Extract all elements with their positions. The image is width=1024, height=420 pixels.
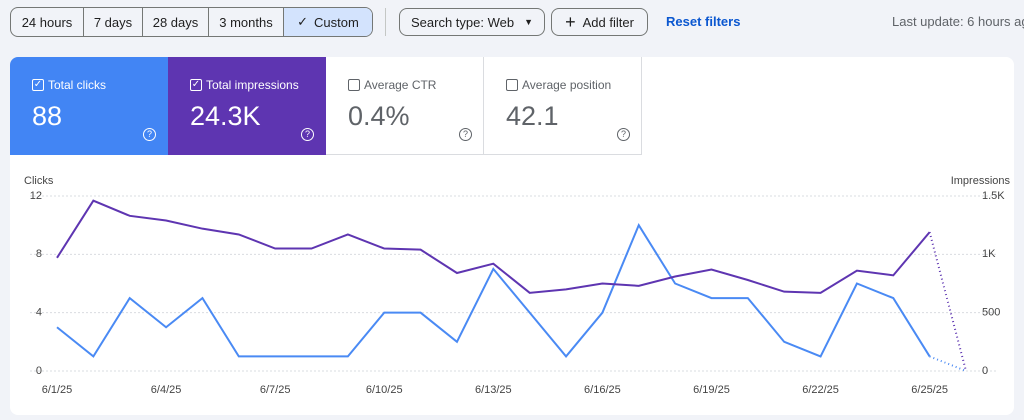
checkbox: ✓ [32, 79, 44, 91]
metric-value: 88 [32, 101, 63, 131]
range-selector: 24 hours 7 days 28 days 3 months ✓ Custom [10, 7, 373, 37]
line-series-partial [929, 355, 967, 372]
checkbox [506, 79, 518, 91]
metric-label: Average position [522, 78, 612, 92]
line-series [56, 222, 931, 358]
metric-card[interactable]: Average CTR 0.4%? [326, 57, 484, 155]
metric-label: Average CTR [364, 78, 437, 92]
help-icon[interactable]: ? [143, 128, 156, 141]
y-tick-label: 0 [36, 365, 42, 377]
range-button[interactable]: 7 days [83, 8, 142, 36]
checkbox [348, 79, 360, 91]
add-filter-button[interactable]: + Add filter [551, 8, 648, 36]
y2-tick-label: 0 [982, 365, 988, 377]
metric-value: 24.3K [190, 101, 261, 131]
x-tick-label: 6/13/25 [475, 384, 512, 396]
reset-link[interactable]: Reset filters [666, 14, 741, 29]
y-axis-label: Clicks [24, 175, 54, 187]
metric-value: 42.1 [506, 101, 559, 131]
checkbox: ✓ [190, 79, 202, 91]
metric-label: Total clicks [48, 78, 107, 92]
metric-card[interactable]: Average position 42.1? [484, 57, 642, 155]
range-group: 24 hours 7 days 28 days 3 months ✓ Custom [10, 7, 373, 37]
range-button[interactable]: 28 days [142, 8, 208, 36]
separator [385, 8, 386, 36]
check-icon: ✓ [297, 14, 309, 29]
help-icon[interactable]: ? [459, 128, 472, 141]
button-label: Search type: Web [410, 14, 515, 30]
search-type-button[interactable]: Search type: Web ▼ [399, 8, 545, 36]
plus-icon: + [565, 11, 576, 32]
metric-card[interactable]: ✓ Total impressions 24.3K? [168, 57, 326, 155]
button-label: Add filter [582, 14, 634, 30]
y2-tick-label: 1K [982, 248, 996, 260]
x-tick-label: 6/16/25 [584, 384, 621, 396]
performance-panel: ✓ Total clicks 88? ✓ Total impressions 24.3K… [10, 57, 1014, 415]
x-tick-label: 6/25/25 [911, 384, 948, 396]
line-series-partial [928, 231, 967, 372]
y2-axis-label: Impressions [951, 175, 1011, 187]
range-label: Custom [314, 14, 359, 30]
range-button[interactable]: 24 hours [21, 14, 73, 30]
y-tick-label: 8 [36, 248, 42, 260]
metric-card[interactable]: ✓ Total clicks 88? [10, 57, 168, 155]
dropdown-icon: ▼ [524, 17, 533, 27]
metric-value: 0.4% [348, 101, 410, 131]
help-icon[interactable]: ? [617, 128, 630, 141]
line-series [56, 199, 931, 294]
x-tick-label: 6/10/25 [366, 384, 403, 396]
x-tick-label: 6/19/25 [693, 384, 730, 396]
metric-label: Total impressions [206, 78, 299, 92]
x-tick-label: 6/4/25 [151, 384, 182, 396]
x-tick-label: 6/22/25 [802, 384, 839, 396]
range-button[interactable]: 3 months [208, 8, 283, 36]
last-update: Last update: 6 hours ago [892, 14, 1024, 29]
range-button-selected[interactable]: ✓ Custom [283, 8, 372, 36]
y2-tick-label: 1.5K [982, 190, 1005, 202]
y-tick-label: 12 [30, 190, 42, 202]
help-icon[interactable]: ? [301, 128, 314, 141]
y-tick-label: 4 [36, 307, 42, 319]
y2-tick-label: 500 [982, 307, 1000, 319]
x-tick-label: 6/1/25 [42, 384, 73, 396]
x-tick-label: 6/7/25 [260, 384, 291, 396]
